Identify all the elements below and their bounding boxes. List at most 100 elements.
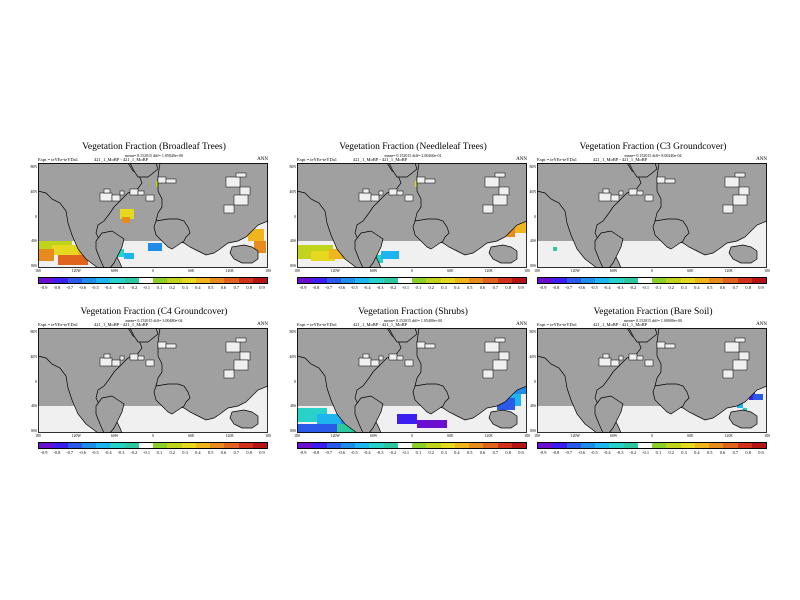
colorbar-label: -0.6: [337, 450, 345, 455]
colorbar-label: -0.3: [616, 285, 624, 290]
colorbar-swatch: [138, 278, 153, 283]
x-tick-label: 120W: [330, 269, 340, 273]
x-tick-label: 120E: [225, 269, 234, 273]
colorbar-label: -0.8: [53, 285, 61, 290]
colorbar-swatch: [312, 443, 327, 448]
colorbar-label: -0.2: [629, 285, 637, 290]
y-tick-label: 40S: [530, 404, 536, 409]
shaded-cell: [110, 418, 130, 426]
shaded-cell: [737, 402, 743, 408]
colorbar-label: 0.7: [732, 285, 739, 290]
shaded-cell: [609, 418, 629, 426]
land-cell-outlined: [636, 190, 644, 196]
colorbar-label: -0.9: [299, 285, 307, 290]
x-tick-label: 180: [265, 434, 271, 438]
x-tick-label: 180: [294, 269, 300, 273]
shaded-cell: [607, 253, 627, 261]
colorbar-swatch: [623, 443, 638, 448]
colorbar-label: -0.9: [539, 450, 547, 455]
colorbar-swatch: [224, 278, 239, 283]
land-cell-outlined: [145, 194, 155, 202]
colorbar-swatch: [538, 278, 553, 283]
x-tick-label: 0: [152, 269, 154, 273]
colorbar-swatch: [737, 443, 752, 448]
colorbar-label: -0.1: [642, 450, 650, 455]
colorbar-swatch: [224, 443, 239, 448]
y-tick-label: 0: [35, 214, 37, 219]
land-cell-outlined: [664, 178, 676, 184]
colorbar-label: -0.1: [402, 285, 410, 290]
land-cell-outlined: [388, 353, 398, 361]
colorbar-label: -0.3: [376, 450, 384, 455]
colorbar-label: 0.1: [415, 285, 422, 290]
y-tick-label: 80S: [31, 264, 37, 268]
colorbar-swatch: [167, 278, 182, 283]
land-cell-outlined: [362, 353, 370, 359]
colorbar-swatch: [67, 443, 82, 448]
land-cell-outlined: [239, 351, 251, 361]
colorbar-swatch: [138, 443, 153, 448]
land-cell-outlined: [618, 355, 624, 361]
colorbar-swatch: [238, 443, 253, 448]
shaded-cell: [52, 245, 82, 255]
colorbar-label: 0.1: [156, 285, 163, 290]
y-tick-label: 0: [534, 379, 536, 384]
y-tick-label: 80N: [289, 330, 296, 334]
colorbar-swatch: [397, 278, 412, 283]
colorbar-label: -0.3: [117, 450, 125, 455]
continent-af: [412, 218, 450, 250]
colorbar-label: 0.9: [259, 285, 265, 290]
colorbar-label: -0.7: [565, 450, 573, 455]
continent-au: [229, 409, 259, 429]
colorbar-swatch: [580, 278, 595, 283]
colorbar-label: 0.6: [220, 285, 227, 290]
colorbar-swatch: [469, 443, 484, 448]
map-needleleaf: [297, 163, 527, 268]
map-frame: [38, 163, 268, 268]
continent-sa: [594, 230, 624, 268]
colorbar-swatch: [694, 278, 709, 283]
colorbar-label: -0.2: [389, 285, 397, 290]
colorbar-label: -0.5: [590, 285, 598, 290]
colorbar-swatch: [39, 443, 54, 448]
colorbar-label: -0.6: [337, 285, 345, 290]
colorbar-label: -0.9: [539, 285, 547, 290]
colorbar-label: 0.3: [182, 285, 188, 290]
continent-af: [652, 383, 690, 415]
colorbar-label: -0.5: [350, 450, 358, 455]
y-tick-label: 0: [294, 214, 296, 219]
colorbar-label: -0.4: [104, 285, 112, 290]
map-panel-shrubs: Vegetation Fraction (Shrubs) mean= 0.1520…: [289, 307, 529, 457]
land-cell-outlined: [416, 341, 426, 349]
land-cell-outlined: [235, 337, 247, 343]
land-cell-outlined: [137, 190, 145, 196]
x-tick-label: 0: [411, 434, 413, 438]
land-cell-outlined: [610, 194, 620, 202]
colorbar-swatch: [680, 278, 695, 283]
colorbar-swatch: [369, 278, 384, 283]
colorbar-swatch: [666, 443, 681, 448]
shaded-cell: [248, 229, 264, 241]
x-tick-label: 120E: [225, 434, 234, 438]
colorbar-swatch: [167, 443, 182, 448]
colorbar-swatch: [580, 443, 595, 448]
colorbar-label: -0.7: [66, 450, 74, 455]
colorbar-label: -0.7: [325, 450, 333, 455]
colorbar-label: -0.1: [143, 450, 151, 455]
colorbar-swatch: [252, 443, 267, 448]
panel-case-label: 421_1_MoBP - 421_1_MoBP: [593, 322, 648, 327]
colorbar-swatch: [383, 278, 398, 283]
colorbar-label: 0.9: [758, 285, 764, 290]
colorbar-label: 0.5: [207, 450, 214, 455]
land-cell-outlined: [239, 186, 251, 196]
x-tick-label: 0: [651, 434, 653, 438]
land-cell-outlined: [482, 204, 494, 214]
x-tick-label: 120E: [484, 269, 493, 273]
map-frame: [38, 328, 268, 433]
colorbar-label: 0.8: [246, 450, 252, 455]
colorbar-swatch: [440, 278, 455, 283]
colorbar-label: 0.5: [466, 450, 473, 455]
y-tick-label: 40S: [31, 239, 37, 244]
panel-season: ANN: [257, 322, 268, 327]
colorbar-swatch: [426, 278, 441, 283]
